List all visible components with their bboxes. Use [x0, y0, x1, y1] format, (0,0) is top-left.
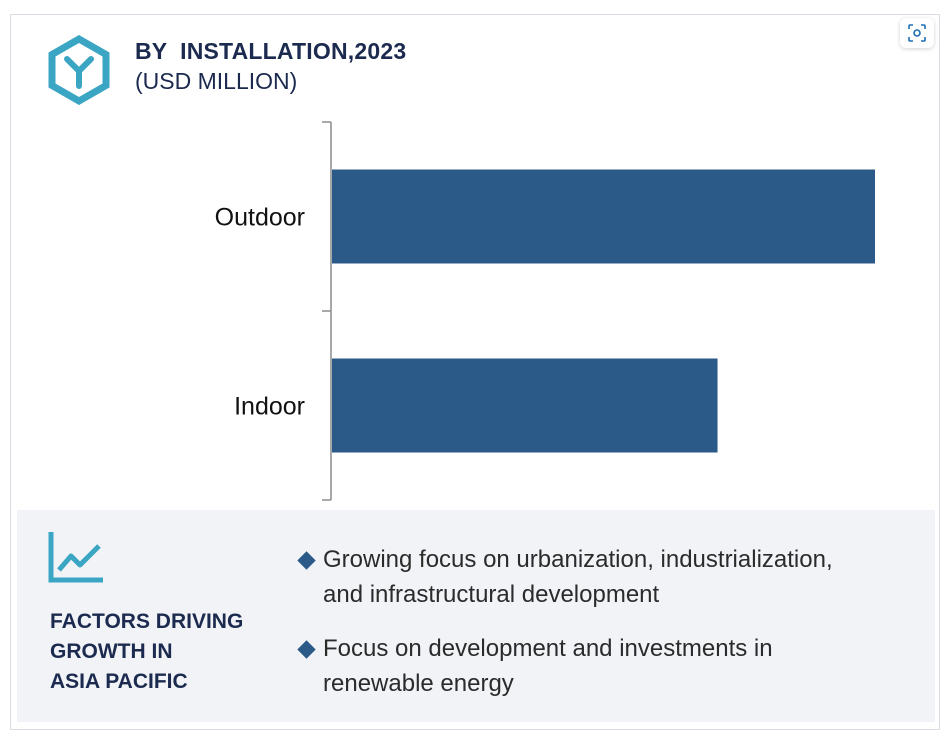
scan-image-button[interactable] — [900, 18, 934, 48]
diamond-bullet-icon — [297, 551, 316, 570]
hexagon-y-logo-icon — [48, 35, 110, 105]
line-chart-trend-icon — [48, 532, 103, 583]
factor-bullet-line: and infrastructural development — [323, 581, 660, 608]
diamond-bullet-icon — [297, 640, 316, 659]
bar-outdoor — [332, 169, 875, 264]
factor-bullet-text: Focus on development and investments in … — [323, 631, 923, 701]
bar-chart: Outdoor Indoor — [215, 121, 875, 501]
scan-image-icon — [908, 24, 926, 42]
factor-bullet-line: Growing focus on urbanization, industria… — [323, 546, 833, 573]
factor-bullet-text: Growing focus on urbanization, industria… — [323, 542, 923, 612]
factors-title-line: GROWTH IN — [50, 640, 173, 663]
factors-title: FACTORS DRIVING GROWTH IN ASIA PACIFIC — [50, 607, 280, 697]
factors-title-line: FACTORS DRIVING — [50, 610, 244, 633]
category-label-outdoor: Outdoor — [215, 204, 305, 232]
factor-bullet-line: Focus on development and investments in — [323, 635, 773, 662]
chart-subtitle: (USD MILLION) — [135, 68, 298, 94]
category-label-indoor: Indoor — [234, 393, 305, 421]
factor-bullet-line: renewable energy — [323, 670, 514, 697]
factors-title-line: ASIA PACIFIC — [50, 670, 188, 693]
factors-panel: FACTORS DRIVING GROWTH IN ASIA PACIFIC G… — [17, 510, 935, 722]
bar-indoor — [332, 358, 718, 453]
chart-title: BY INSTALLATION,2023 — [135, 38, 407, 64]
